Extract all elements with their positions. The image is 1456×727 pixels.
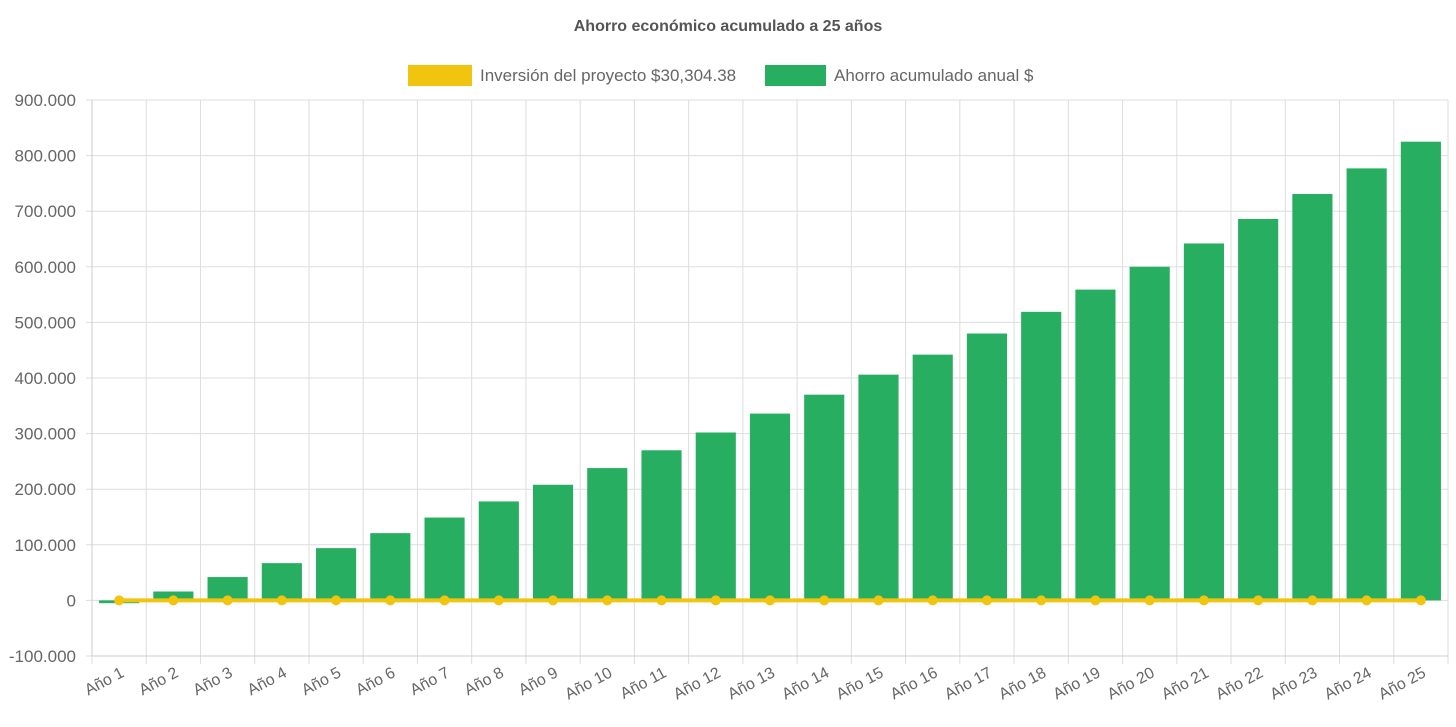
bar-savings[interactable] — [1346, 168, 1387, 601]
bar-savings[interactable] — [966, 333, 1008, 601]
point-investment[interactable] — [385, 595, 396, 606]
x-tick-label: Año 25 — [1376, 664, 1429, 703]
legend-swatch-investment[interactable] — [408, 65, 472, 86]
bar-savings[interactable] — [370, 533, 411, 601]
x-tick-label: Año 4 — [245, 664, 290, 699]
bar-savings[interactable] — [532, 484, 574, 601]
point-investment[interactable] — [981, 595, 992, 606]
y-tick-label: 0 — [67, 591, 76, 610]
bar-savings[interactable] — [912, 354, 953, 601]
y-tick-label: 900.000 — [15, 91, 76, 110]
x-tick-label: Año 14 — [779, 664, 832, 703]
point-investment[interactable] — [331, 595, 342, 606]
bar-savings[interactable] — [1238, 218, 1279, 601]
legend-swatch-savings[interactable] — [765, 65, 826, 86]
x-tick-label: Año 23 — [1268, 664, 1321, 703]
point-investment[interactable] — [548, 595, 559, 606]
y-tick-label: 200.000 — [15, 480, 76, 499]
x-tick-label: Año 1 — [82, 664, 127, 699]
point-investment[interactable] — [656, 595, 667, 606]
point-investment[interactable] — [1307, 595, 1318, 606]
legend-label-savings[interactable]: Ahorro acumulado anual $ — [834, 66, 1034, 85]
bar-savings[interactable] — [1292, 193, 1333, 601]
bar-savings[interactable] — [478, 501, 519, 601]
x-tick-label: Año 5 — [299, 664, 344, 699]
y-tick-label: 500.000 — [15, 313, 76, 332]
x-tick-label: Año 6 — [353, 664, 398, 699]
point-investment[interactable] — [1361, 595, 1372, 606]
y-tick-label: 100.000 — [15, 536, 76, 555]
y-tick-label: 800.000 — [15, 147, 76, 166]
point-investment[interactable] — [1253, 595, 1264, 606]
point-investment[interactable] — [493, 595, 504, 606]
point-investment[interactable] — [765, 595, 775, 606]
point-investment[interactable] — [114, 595, 125, 606]
x-tick-label: Año 22 — [1213, 664, 1266, 703]
x-tick-label: Año 8 — [462, 664, 507, 699]
bar-savings[interactable] — [587, 468, 628, 601]
x-tick-label: Año 10 — [562, 664, 615, 703]
legend: Inversión del proyecto $30,304.38 Ahorro… — [408, 65, 1034, 86]
bar-savings[interactable] — [261, 563, 302, 601]
point-investment[interactable] — [1198, 595, 1209, 606]
point-investment[interactable] — [602, 595, 613, 606]
x-tick-label: Año 11 — [618, 664, 670, 702]
y-tick-label: 400.000 — [15, 369, 76, 388]
point-investment[interactable] — [276, 595, 287, 606]
x-axis-ticks: Año 1 Año 2 Año 3 Año 4 Año 5 Año 6 Año 7 Año 8… — [82, 664, 1429, 703]
point-investment[interactable] — [710, 595, 721, 606]
bar-savings[interactable] — [1129, 266, 1170, 601]
y-tick-label: 600.000 — [15, 258, 76, 277]
point-investment[interactable] — [168, 595, 179, 606]
x-tick-label: Año 12 — [671, 664, 724, 703]
point-investment[interactable] — [873, 595, 884, 606]
y-tick-label: 300.000 — [15, 425, 76, 444]
x-tick-label: Año 7 — [408, 664, 453, 699]
y-tick-label: 700.000 — [15, 202, 76, 221]
point-investment[interactable] — [1090, 595, 1101, 606]
bar-savings[interactable] — [749, 413, 791, 601]
grid — [86, 99, 1449, 664]
legend-label-investment[interactable]: Inversión del proyecto $30,304.38 — [480, 66, 736, 85]
bar-savings[interactable] — [804, 394, 845, 601]
bar-savings[interactable] — [858, 374, 899, 601]
y-axis-ticks: 900.000 800.000 700.000 600.000 500.000 400.0… — [9, 91, 76, 666]
x-tick-label: Año 13 — [725, 664, 778, 703]
x-tick-label: Año 24 — [1322, 664, 1375, 703]
point-investment[interactable] — [927, 595, 938, 606]
x-tick-label: Año 20 — [1105, 664, 1158, 703]
x-tick-label: Año 9 — [516, 664, 561, 699]
bar-savings[interactable] — [424, 517, 465, 601]
bar-savings[interactable] — [316, 548, 357, 601]
x-tick-label: Año 18 — [996, 664, 1049, 703]
x-tick-label: Año 2 — [136, 664, 181, 699]
x-tick-label: Año 17 — [942, 664, 995, 703]
bar-savings[interactable] — [1400, 141, 1441, 601]
chart-title: Ahorro económico acumulado a 25 años — [574, 18, 883, 35]
point-investment[interactable] — [439, 595, 450, 606]
point-investment[interactable] — [1415, 595, 1426, 606]
bar-savings[interactable] — [1075, 289, 1116, 601]
x-tick-label: Año 16 — [888, 664, 941, 703]
x-tick-label: Año 19 — [1051, 664, 1104, 703]
x-tick-label: Año 21 — [1159, 664, 1212, 703]
bars-savings — [99, 141, 1441, 604]
point-investment[interactable] — [1144, 595, 1155, 606]
x-tick-label: Año 15 — [834, 664, 887, 703]
line-investment — [114, 595, 1426, 606]
bar-savings[interactable] — [1183, 243, 1224, 601]
y-tick-label: -100.000 — [9, 647, 76, 666]
bar-savings[interactable] — [1021, 311, 1062, 601]
point-investment[interactable] — [1036, 595, 1047, 606]
bar-savings[interactable] — [207, 577, 248, 601]
bar-savings[interactable] — [641, 450, 682, 601]
x-tick-label: Año 3 — [191, 664, 236, 699]
point-investment[interactable] — [819, 595, 830, 606]
bar-savings[interactable] — [695, 432, 736, 601]
point-investment[interactable] — [222, 595, 233, 606]
